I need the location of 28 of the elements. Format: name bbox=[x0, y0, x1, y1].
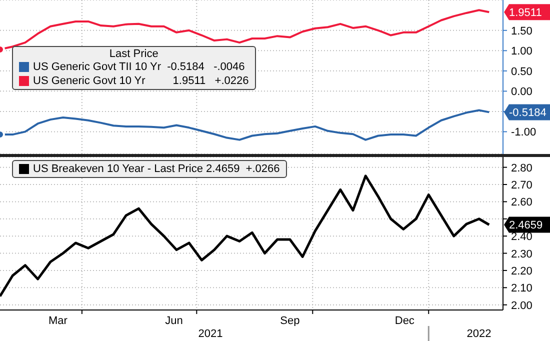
x2-tick-label: 2021 bbox=[198, 328, 223, 340]
legend-title: Last Price bbox=[108, 48, 160, 60]
y-tick-label: 2.20 bbox=[511, 265, 532, 278]
y-tick-label: 2.40 bbox=[511, 231, 532, 244]
y-tick-label: 2.60 bbox=[511, 196, 532, 209]
legend-label: US Generic Govt TII 10 Yr -0.5184 -.0046 bbox=[33, 60, 245, 74]
data-label: 2.4659 bbox=[509, 220, 543, 232]
y-tick-label: 0.00 bbox=[511, 86, 532, 98]
legend-label: US Generic Govt 10 Yr 1.9511 +.0226 bbox=[33, 74, 249, 88]
y-tick-label: 2.30 bbox=[511, 248, 532, 260]
y-tick-label: -1.00 bbox=[511, 126, 536, 139]
y-tick-label: 1.50 bbox=[511, 25, 532, 38]
line-series bbox=[0, 174, 490, 298]
y-tick-label: 2.00 bbox=[511, 300, 532, 312]
y-tick-label: 0.50 bbox=[511, 66, 532, 78]
x-tick-label: Jun bbox=[165, 315, 183, 327]
y-tick-label: 2.80 bbox=[511, 162, 532, 174]
x2-tick-label: 2022 bbox=[466, 328, 492, 340]
y-tick-label: 2.10 bbox=[511, 282, 532, 295]
line-series bbox=[0, 109, 490, 141]
x-tick-label: Dec bbox=[394, 315, 415, 327]
x-tick-label: Mar bbox=[48, 315, 68, 327]
y-tick-label: 2.70 bbox=[511, 180, 532, 192]
data-label: 1.9511 bbox=[509, 7, 542, 20]
x-tick-label: Sep bbox=[280, 315, 300, 327]
data-label: -0.5184 bbox=[509, 107, 546, 120]
legend-label: US Breakeven 10 Year - Last Price 2.4659 +.0266 bbox=[33, 162, 280, 176]
y-tick-label: 1.00 bbox=[511, 46, 532, 58]
